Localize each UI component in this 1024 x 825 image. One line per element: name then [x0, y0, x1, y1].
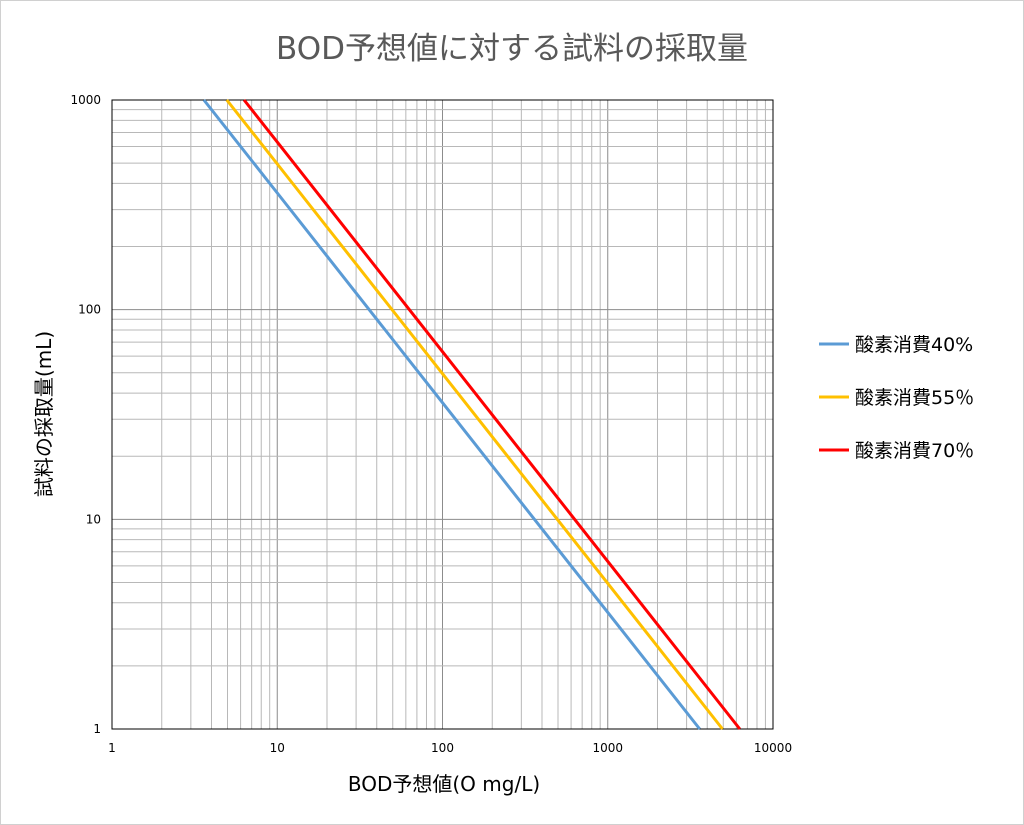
legend-label-3: 酸素消費70％ [855, 440, 974, 462]
x-tick-label: 100 [431, 741, 454, 755]
x-tick-label: 1 [108, 741, 116, 755]
legend: 酸素消費40% 酸素消費55％ 酸素消費70％ [819, 334, 974, 462]
x-axis-title: BOD予想値(O mg/L) [348, 772, 540, 796]
series-line-3 [242, 99, 741, 730]
series-line-1 [202, 99, 701, 730]
chart-title: BOD予想値に対する試料の採取量 [276, 31, 748, 67]
y-tick-label: 10 [86, 512, 101, 526]
legend-label-1: 酸素消費40% [855, 334, 973, 356]
y-tick-label: 100 [78, 303, 101, 317]
x-axis-ticks: 1 10 100 1000 10000 [108, 741, 792, 755]
series-line-2 [225, 99, 724, 730]
plot-area-border [111, 99, 774, 730]
y-tick-label: 1 [93, 722, 101, 736]
y-axis-title: 試料の採取量(mL) [32, 331, 56, 497]
x-tick-label: 10000 [754, 741, 792, 755]
y-tick-label: 1000 [70, 93, 101, 107]
grid [112, 100, 773, 729]
legend-label-2: 酸素消費55％ [855, 387, 974, 409]
x-tick-label: 1000 [592, 741, 623, 755]
series-lines [202, 99, 741, 730]
y-axis-ticks: 1 10 100 1000 [70, 93, 101, 736]
x-tick-label: 10 [270, 741, 285, 755]
